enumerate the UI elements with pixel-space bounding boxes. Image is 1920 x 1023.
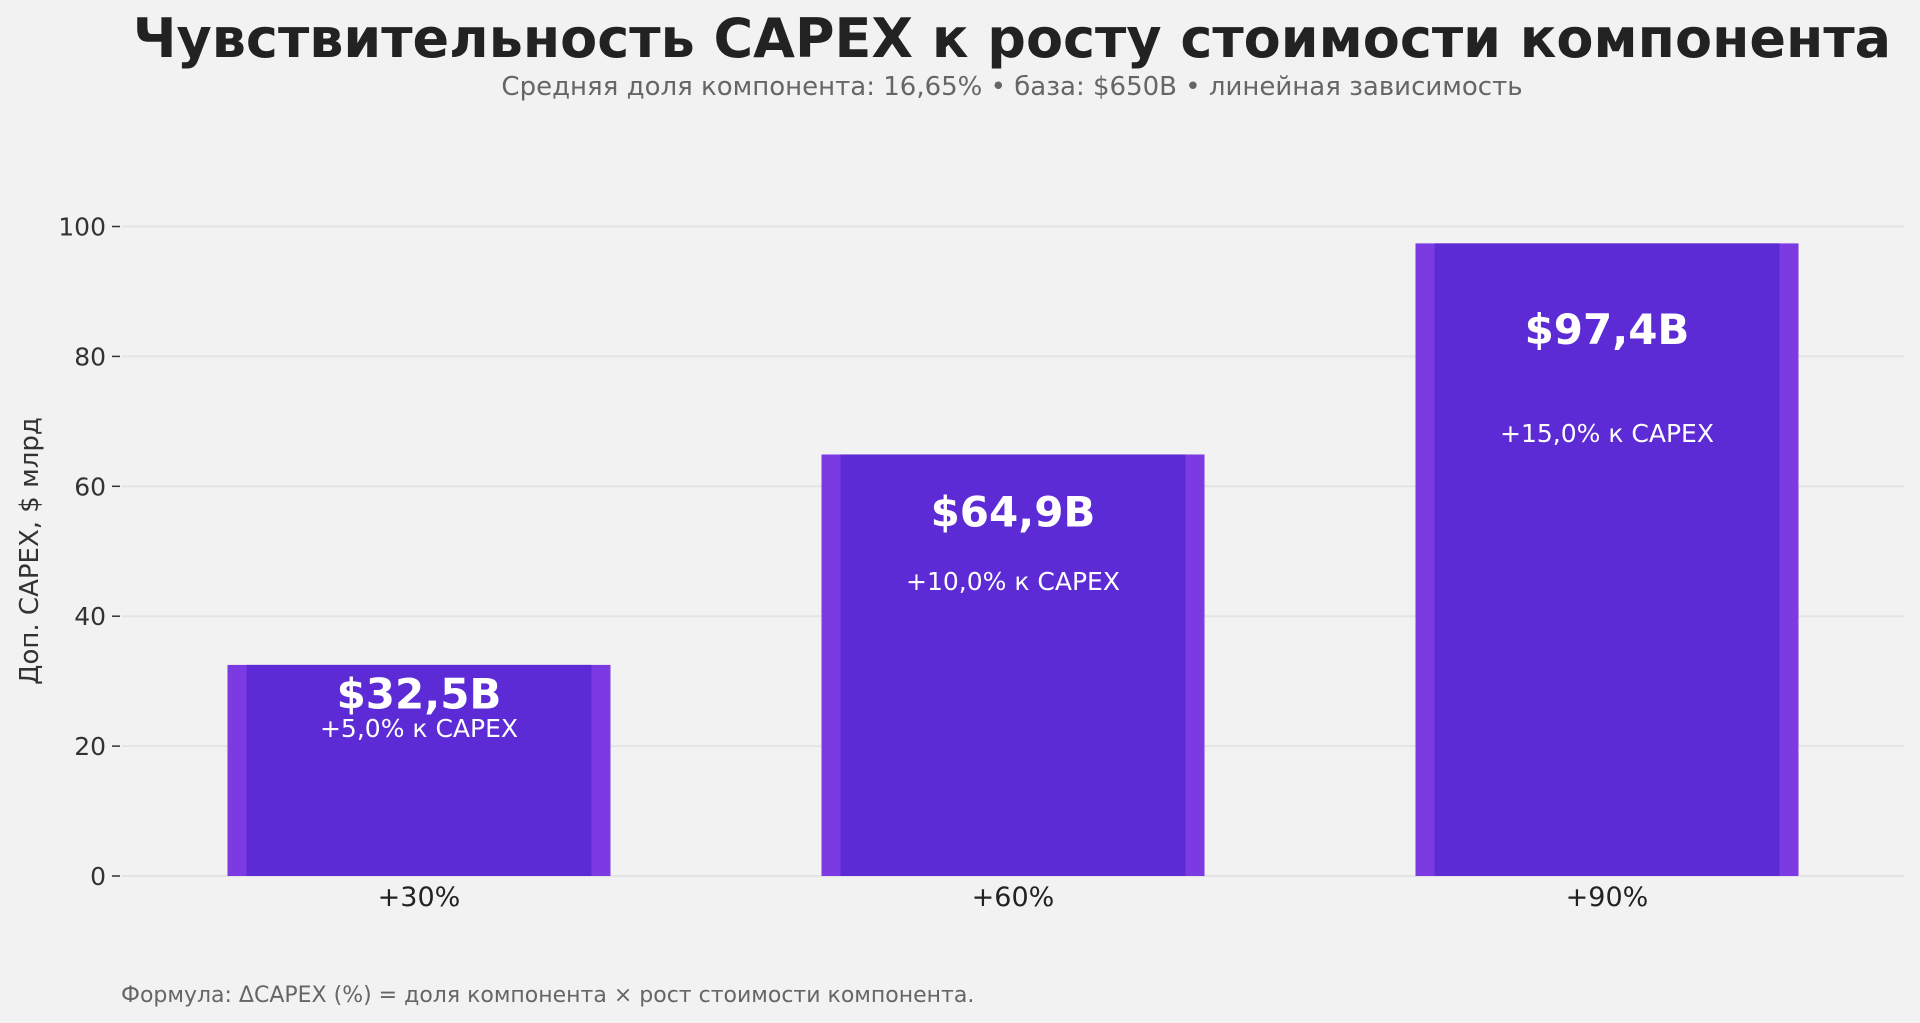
sub-label: +5,0% к CAPEX xyxy=(320,714,518,743)
value-label: $32,5B xyxy=(337,669,502,718)
x-tick-label: +90% xyxy=(1566,882,1649,913)
y-tick-label: 20 xyxy=(74,732,106,761)
bar-inner xyxy=(246,664,592,876)
y-tick-label: 100 xyxy=(58,213,106,242)
y-tick-label: 0 xyxy=(90,862,106,891)
y-tick-label: 80 xyxy=(74,342,106,371)
sub-label: +10,0% к CAPEX xyxy=(906,567,1120,596)
value-label: $64,9B xyxy=(931,487,1096,536)
y-axis-label: Доп. CAPEX, $ млрд xyxy=(15,417,45,685)
x-tick-label: +30% xyxy=(378,882,461,913)
y-tick-label: 40 xyxy=(74,602,106,631)
value-label: $97,4B xyxy=(1525,305,1690,354)
bar-inner xyxy=(1434,243,1780,877)
footnote: Формула: ΔCAPEX (%) = доля компонента × … xyxy=(121,983,974,1008)
sub-label: +15,0% к CAPEX xyxy=(1500,419,1714,448)
chart-subtitle: Средняя доля компонента: 16,65% • база: … xyxy=(501,72,1522,102)
x-tick-label: +60% xyxy=(972,882,1055,913)
bar-inner xyxy=(840,454,1186,876)
chart-title: Чувствительность CAPEX к росту стоимости… xyxy=(133,7,1891,70)
y-tick-label: 60 xyxy=(74,472,106,501)
